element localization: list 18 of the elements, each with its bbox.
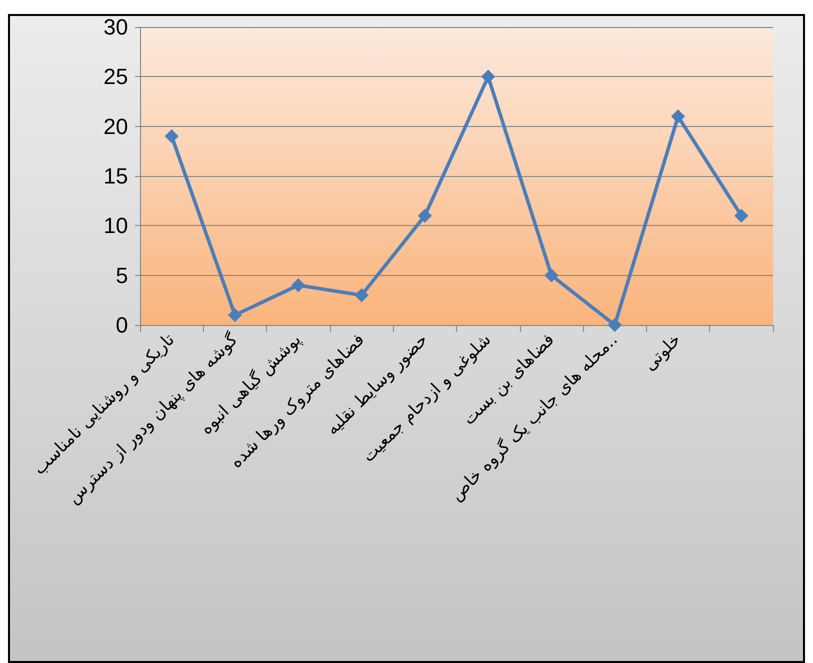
point	[734, 208, 748, 223]
point	[291, 278, 306, 292]
point	[608, 318, 622, 332]
y-tick-label: 15	[104, 164, 128, 188]
x-tick-label: خلوتی	[640, 330, 686, 376]
point	[481, 70, 496, 84]
y-tick-label: 30	[104, 14, 128, 40]
point	[164, 129, 179, 144]
point	[354, 288, 369, 302]
y-tick-label: 5	[116, 262, 128, 288]
y-tick-label: 25	[104, 64, 128, 90]
point	[228, 308, 242, 322]
point	[671, 109, 686, 124]
y-tick-label: 10	[104, 213, 128, 238]
point	[418, 208, 432, 223]
y-tick-label: 0	[116, 312, 128, 338]
y-tick-label: 20	[104, 114, 128, 139]
point	[544, 268, 558, 282]
